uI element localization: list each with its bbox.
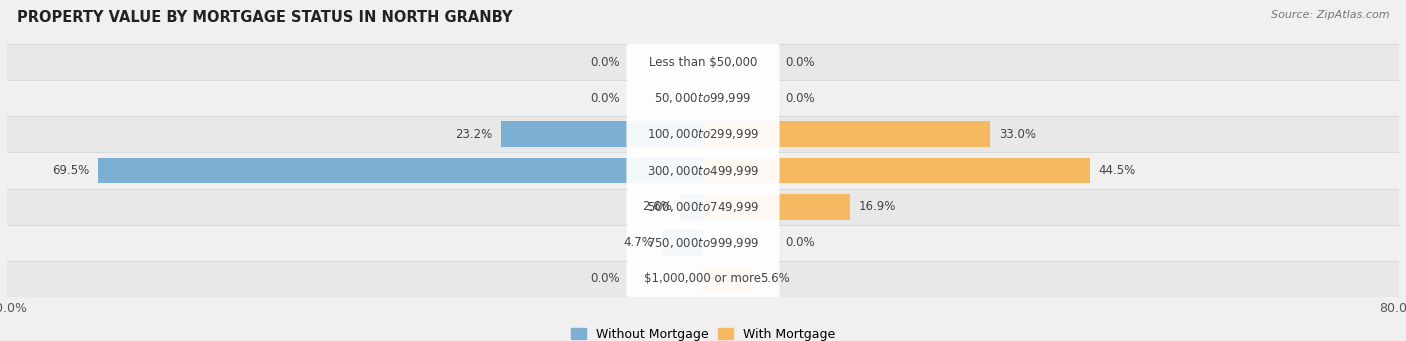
Text: $500,000 to $749,999: $500,000 to $749,999 bbox=[647, 199, 759, 213]
Text: 0.0%: 0.0% bbox=[591, 56, 620, 69]
Legend: Without Mortgage, With Mortgage: Without Mortgage, With Mortgage bbox=[565, 323, 841, 341]
Text: Less than $50,000: Less than $50,000 bbox=[648, 56, 758, 69]
Bar bbox=[662, 229, 703, 255]
Bar bbox=[681, 194, 703, 220]
Text: 23.2%: 23.2% bbox=[456, 128, 492, 141]
Text: 0.0%: 0.0% bbox=[591, 92, 620, 105]
FancyBboxPatch shape bbox=[627, 77, 779, 120]
Bar bbox=[703, 121, 990, 147]
Text: 2.6%: 2.6% bbox=[641, 200, 672, 213]
Bar bbox=[703, 194, 851, 220]
Bar bbox=[7, 116, 1399, 152]
FancyBboxPatch shape bbox=[627, 257, 779, 300]
FancyBboxPatch shape bbox=[627, 221, 779, 264]
Bar bbox=[703, 266, 752, 292]
Bar bbox=[7, 44, 1399, 80]
Text: 4.7%: 4.7% bbox=[623, 236, 654, 249]
Bar bbox=[98, 158, 703, 183]
Text: $750,000 to $999,999: $750,000 to $999,999 bbox=[647, 236, 759, 250]
Text: 0.0%: 0.0% bbox=[786, 236, 815, 249]
FancyBboxPatch shape bbox=[627, 41, 779, 84]
Text: 69.5%: 69.5% bbox=[52, 164, 90, 177]
Text: PROPERTY VALUE BY MORTGAGE STATUS IN NORTH GRANBY: PROPERTY VALUE BY MORTGAGE STATUS IN NOR… bbox=[17, 10, 512, 25]
FancyBboxPatch shape bbox=[627, 185, 779, 228]
Text: $300,000 to $499,999: $300,000 to $499,999 bbox=[647, 163, 759, 178]
Text: 5.6%: 5.6% bbox=[761, 272, 790, 285]
Bar bbox=[7, 225, 1399, 261]
Text: $100,000 to $299,999: $100,000 to $299,999 bbox=[647, 128, 759, 142]
Text: $50,000 to $99,999: $50,000 to $99,999 bbox=[654, 91, 752, 105]
Text: $1,000,000 or more: $1,000,000 or more bbox=[644, 272, 762, 285]
Bar bbox=[501, 121, 703, 147]
FancyBboxPatch shape bbox=[627, 113, 779, 156]
Bar bbox=[7, 152, 1399, 189]
Text: 0.0%: 0.0% bbox=[786, 56, 815, 69]
Text: 16.9%: 16.9% bbox=[859, 200, 896, 213]
FancyBboxPatch shape bbox=[627, 149, 779, 192]
Bar bbox=[7, 261, 1399, 297]
Bar bbox=[7, 80, 1399, 116]
Text: Source: ZipAtlas.com: Source: ZipAtlas.com bbox=[1271, 10, 1389, 20]
Text: 0.0%: 0.0% bbox=[591, 272, 620, 285]
Bar bbox=[703, 158, 1090, 183]
Bar bbox=[7, 189, 1399, 225]
Text: 33.0%: 33.0% bbox=[998, 128, 1036, 141]
Text: 0.0%: 0.0% bbox=[786, 92, 815, 105]
Text: 44.5%: 44.5% bbox=[1099, 164, 1136, 177]
